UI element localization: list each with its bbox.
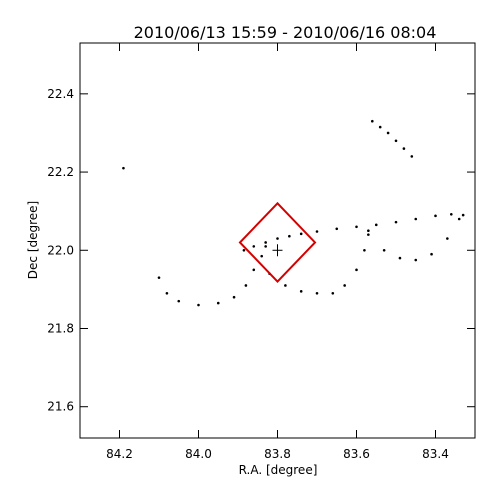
data-point: [284, 284, 287, 287]
data-point: [331, 291, 335, 295]
data-point: [355, 225, 358, 229]
data-point: [260, 254, 264, 258]
data-points: [122, 119, 465, 307]
data-point: [288, 234, 291, 238]
data-point: [242, 248, 246, 252]
data-point: [394, 139, 398, 143]
data-point: [446, 237, 449, 240]
data-point: [414, 217, 418, 221]
target-box: [238, 201, 317, 284]
x-tick-label: 83.8: [264, 447, 291, 461]
data-point: [252, 268, 256, 272]
data-point: [371, 119, 374, 123]
data-point: [157, 276, 161, 279]
data-point: [367, 229, 370, 233]
data-point: [197, 303, 200, 307]
y-tick-label: 22.2: [47, 165, 74, 179]
data-point: [122, 166, 125, 170]
data-point: [457, 217, 461, 221]
data-point: [315, 230, 319, 233]
data-point: [382, 248, 386, 252]
y-tick-label: 21.8: [47, 321, 74, 335]
y-axis-label: Dec [degree]: [26, 201, 40, 279]
data-point: [434, 214, 437, 218]
data-point: [244, 284, 248, 287]
data-point: [378, 125, 382, 129]
chart-title: 2010/06/13 15:59 - 2010/06/16 08:04: [134, 23, 437, 42]
data-point: [367, 233, 370, 236]
data-point: [410, 155, 414, 158]
data-point: [264, 241, 267, 244]
data-point: [363, 248, 366, 252]
data-point: [232, 295, 236, 299]
x-tick-label: 83.6: [343, 447, 370, 461]
data-point: [216, 301, 220, 305]
data-point: [374, 223, 378, 227]
data-point: [402, 147, 406, 150]
data-point: [414, 258, 418, 262]
data-point: [264, 245, 267, 248]
data-point: [177, 299, 181, 303]
axis-ticks: 84.2 84.0 83.8 83.6 83.4 21.6 21.8 22.0 22.2 22.4: [47, 43, 475, 461]
data-point: [276, 237, 279, 240]
overlay-shapes: [238, 201, 317, 284]
plot-frame: [79, 42, 476, 439]
data-point: [252, 245, 256, 248]
x-axis-label: R.A. [degree]: [239, 463, 318, 477]
data-point: [355, 268, 358, 272]
data-point: [343, 284, 346, 287]
y-tick-label: 22.4: [47, 87, 74, 101]
x-tick-label: 84.2: [106, 447, 133, 461]
data-point: [450, 212, 453, 216]
data-point: [299, 232, 303, 236]
data-point: [461, 213, 465, 217]
data-point: [386, 131, 390, 135]
x-tick-label: 83.4: [422, 447, 449, 461]
data-point: [430, 252, 433, 256]
data-point: [398, 256, 402, 260]
data-point: [335, 227, 339, 231]
data-point: [299, 290, 303, 293]
data-point: [315, 291, 319, 295]
x-tick-label: 84.0: [185, 447, 212, 461]
data-point: [394, 220, 398, 224]
y-tick-label: 22.0: [47, 243, 74, 257]
data-point: [165, 291, 169, 295]
y-tick-label: 21.6: [47, 400, 74, 414]
